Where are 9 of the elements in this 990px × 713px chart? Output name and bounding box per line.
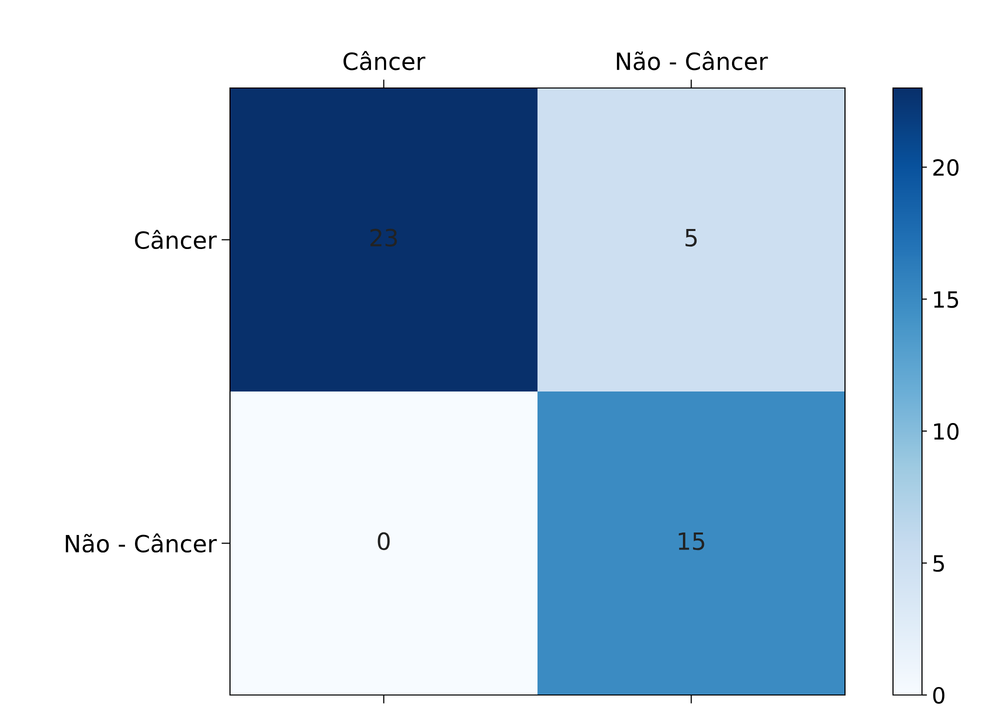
data-label: 23 [370, 228, 397, 247]
color-bar-label: 15 [934, 291, 958, 308]
data-label: 5 [686, 229, 697, 247]
color-bar-label: 0 [933, 686, 944, 704]
color-bar-label: 5 [933, 555, 944, 572]
color-bar-label: 10 [934, 423, 959, 440]
data-label: 15 [678, 532, 704, 550]
color-bar-label: 20 [933, 159, 959, 176]
data-label: 0 [378, 532, 390, 550]
